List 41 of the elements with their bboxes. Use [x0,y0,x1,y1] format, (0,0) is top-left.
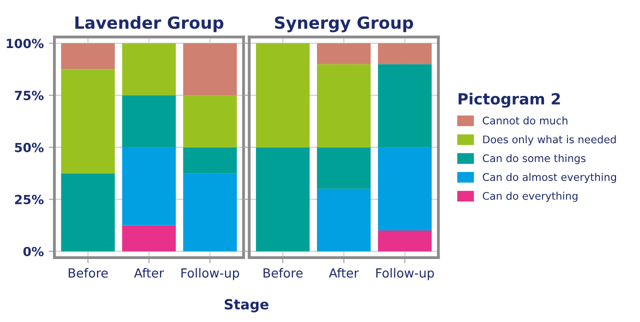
bar [316,43,371,64]
bar [378,147,432,231]
bar [183,95,237,148]
y-tick-label: 0% [23,246,44,256]
bar [256,43,310,148]
x-tick-label: Follow-up [376,268,434,280]
x-tick-label: After [328,268,359,278]
legend-label: Does only what is needed [483,135,616,146]
bar [183,173,237,252]
legend-label: Can do everything [482,192,578,202]
bar [183,147,237,174]
bar [61,69,115,174]
legend-title: Pictogram 2 [458,92,560,108]
bar [316,188,371,252]
bar [378,64,432,148]
bar [256,147,310,252]
y-tick-label: 100% [6,38,44,48]
chart-title: Lavender Group [75,16,224,32]
legend-label: Cannot do much [482,116,568,124]
bar [122,43,176,96]
legend-label: Can do almost everything [482,172,616,184]
bar [61,173,115,252]
y-tick-label: 75% [14,90,44,100]
y-tick-label: 50% [15,142,44,152]
bar [61,43,115,70]
bar [183,43,237,96]
x-tick-label: Before [264,268,303,278]
x-tick-label: After [134,268,164,278]
bar [316,64,371,148]
x-tick-label: Follow-up [181,268,240,280]
bar [378,230,432,252]
bar [122,225,176,252]
bar [378,43,432,64]
legend-label: Can do some things [482,154,586,164]
bar [122,147,176,226]
bar [316,147,371,189]
x-axis-title: Stage [224,299,268,312]
bar [122,95,176,148]
chart-title: Synergy Group [275,16,414,32]
y-tick-label: 25% [15,194,44,204]
x-tick-label: Before [68,268,108,278]
